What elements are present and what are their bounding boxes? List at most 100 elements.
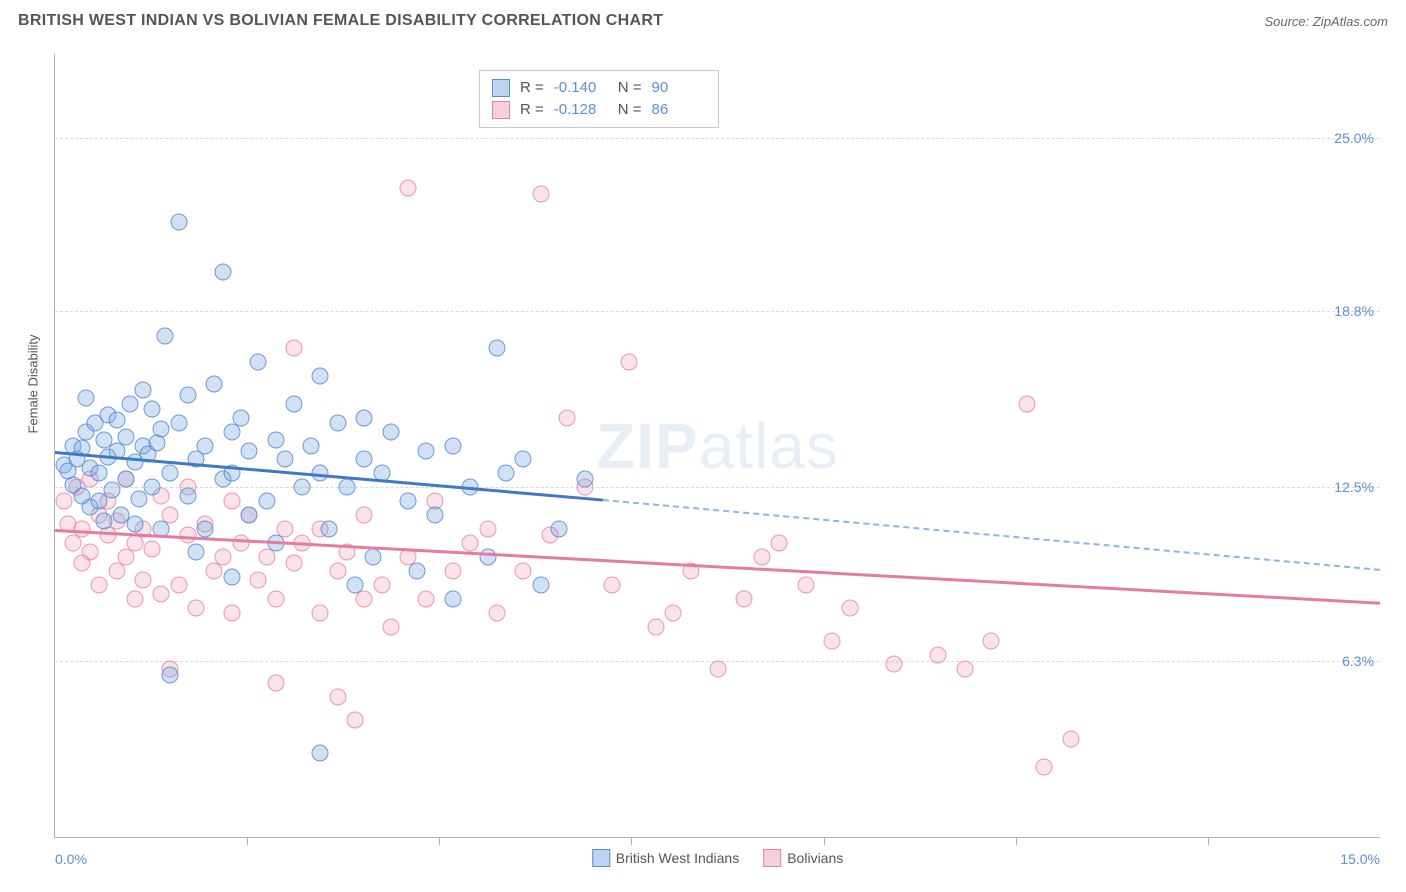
data-point-blue [77,389,94,406]
data-point-blue [108,412,125,429]
data-point-blue [444,437,461,454]
data-point-pink [603,577,620,594]
data-point-blue [303,437,320,454]
data-point-pink [188,599,205,616]
data-point-pink [797,577,814,594]
data-point-blue [144,401,161,418]
data-point-blue [91,465,108,482]
data-point-pink [329,689,346,706]
data-point-pink [1036,759,1053,776]
data-point-pink [232,535,249,552]
legend-swatch [763,849,781,867]
data-point-pink [356,507,373,524]
data-point-blue [135,381,152,398]
trend-line [603,499,1381,571]
data-point-blue [148,434,165,451]
data-point-pink [382,619,399,636]
data-point-pink [91,577,108,594]
data-point-blue [179,487,196,504]
data-point-blue [223,568,240,585]
legend-item: British West Indians [592,849,739,867]
data-point-blue [356,451,373,468]
data-point-blue [285,395,302,412]
data-point-pink [444,563,461,580]
gridline [55,138,1380,139]
legend-label: Bolivians [787,850,843,866]
data-point-pink [373,577,390,594]
data-point-pink [559,409,576,426]
data-point-pink [285,554,302,571]
data-point-blue [409,563,426,580]
data-point-pink [479,521,496,538]
data-point-pink [886,655,903,672]
x-axis-tick [247,837,248,845]
stats-box: R =-0.140N =90R =-0.128N =86 [479,70,719,128]
data-point-pink [223,493,240,510]
data-point-blue [241,507,258,524]
data-point-blue [259,493,276,510]
chart-container: Female Disability ZIPatlas R =-0.140N =9… [18,42,1388,874]
data-point-pink [170,577,187,594]
x-axis-tick [1016,837,1017,845]
data-point-blue [232,409,249,426]
data-point-pink [515,563,532,580]
data-point-blue [276,451,293,468]
data-point-blue [347,577,364,594]
data-point-pink [135,571,152,588]
data-point-blue [426,507,443,524]
data-point-pink [665,605,682,622]
source-label: Source: ZipAtlas.com [1264,14,1388,29]
legend-swatch [492,79,510,97]
data-point-blue [365,549,382,566]
data-point-pink [488,605,505,622]
legend-item: Bolivians [763,849,843,867]
data-point-pink [709,661,726,678]
data-point-pink [82,543,99,560]
watermark: ZIPatlas [596,409,839,483]
data-point-blue [161,666,178,683]
data-point-blue [144,479,161,496]
data-point-pink [771,535,788,552]
data-point-pink [753,549,770,566]
data-point-pink [621,353,638,370]
chart-title: BRITISH WEST INDIAN VS BOLIVIAN FEMALE D… [18,12,663,30]
data-point-blue [532,577,549,594]
x-axis-tick [824,837,825,845]
trend-line [55,529,1380,604]
data-point-blue [188,543,205,560]
data-point-pink [983,633,1000,650]
data-point-blue [488,339,505,356]
data-point-blue [550,521,567,538]
data-point-pink [400,180,417,197]
data-point-pink [356,591,373,608]
y-axis-tick-label: 12.5% [1334,479,1374,495]
data-point-blue [338,479,355,496]
y-axis-tick-label: 6.3% [1342,653,1374,669]
data-point-pink [347,711,364,728]
data-point-blue [320,521,337,538]
data-point-pink [1062,731,1079,748]
x-axis-max-label: 15.0% [1340,851,1380,867]
data-point-blue [197,521,214,538]
data-point-blue [418,443,435,460]
data-point-pink [153,585,170,602]
data-point-blue [95,513,112,530]
data-point-blue [250,353,267,370]
data-point-blue [161,465,178,482]
data-point-blue [179,387,196,404]
data-point-blue [117,429,134,446]
legend-swatch [492,101,510,119]
data-point-pink [647,619,664,636]
plot-area: Female Disability ZIPatlas R =-0.140N =9… [54,54,1380,838]
x-axis-min-label: 0.0% [55,851,87,867]
data-point-pink [267,591,284,608]
data-point-blue [126,515,143,532]
data-point-blue [170,213,187,230]
data-point-pink [214,549,231,566]
data-point-pink [842,599,859,616]
data-point-blue [400,493,417,510]
data-point-pink [736,591,753,608]
data-point-blue [267,431,284,448]
data-point-pink [312,605,329,622]
data-point-blue [197,437,214,454]
